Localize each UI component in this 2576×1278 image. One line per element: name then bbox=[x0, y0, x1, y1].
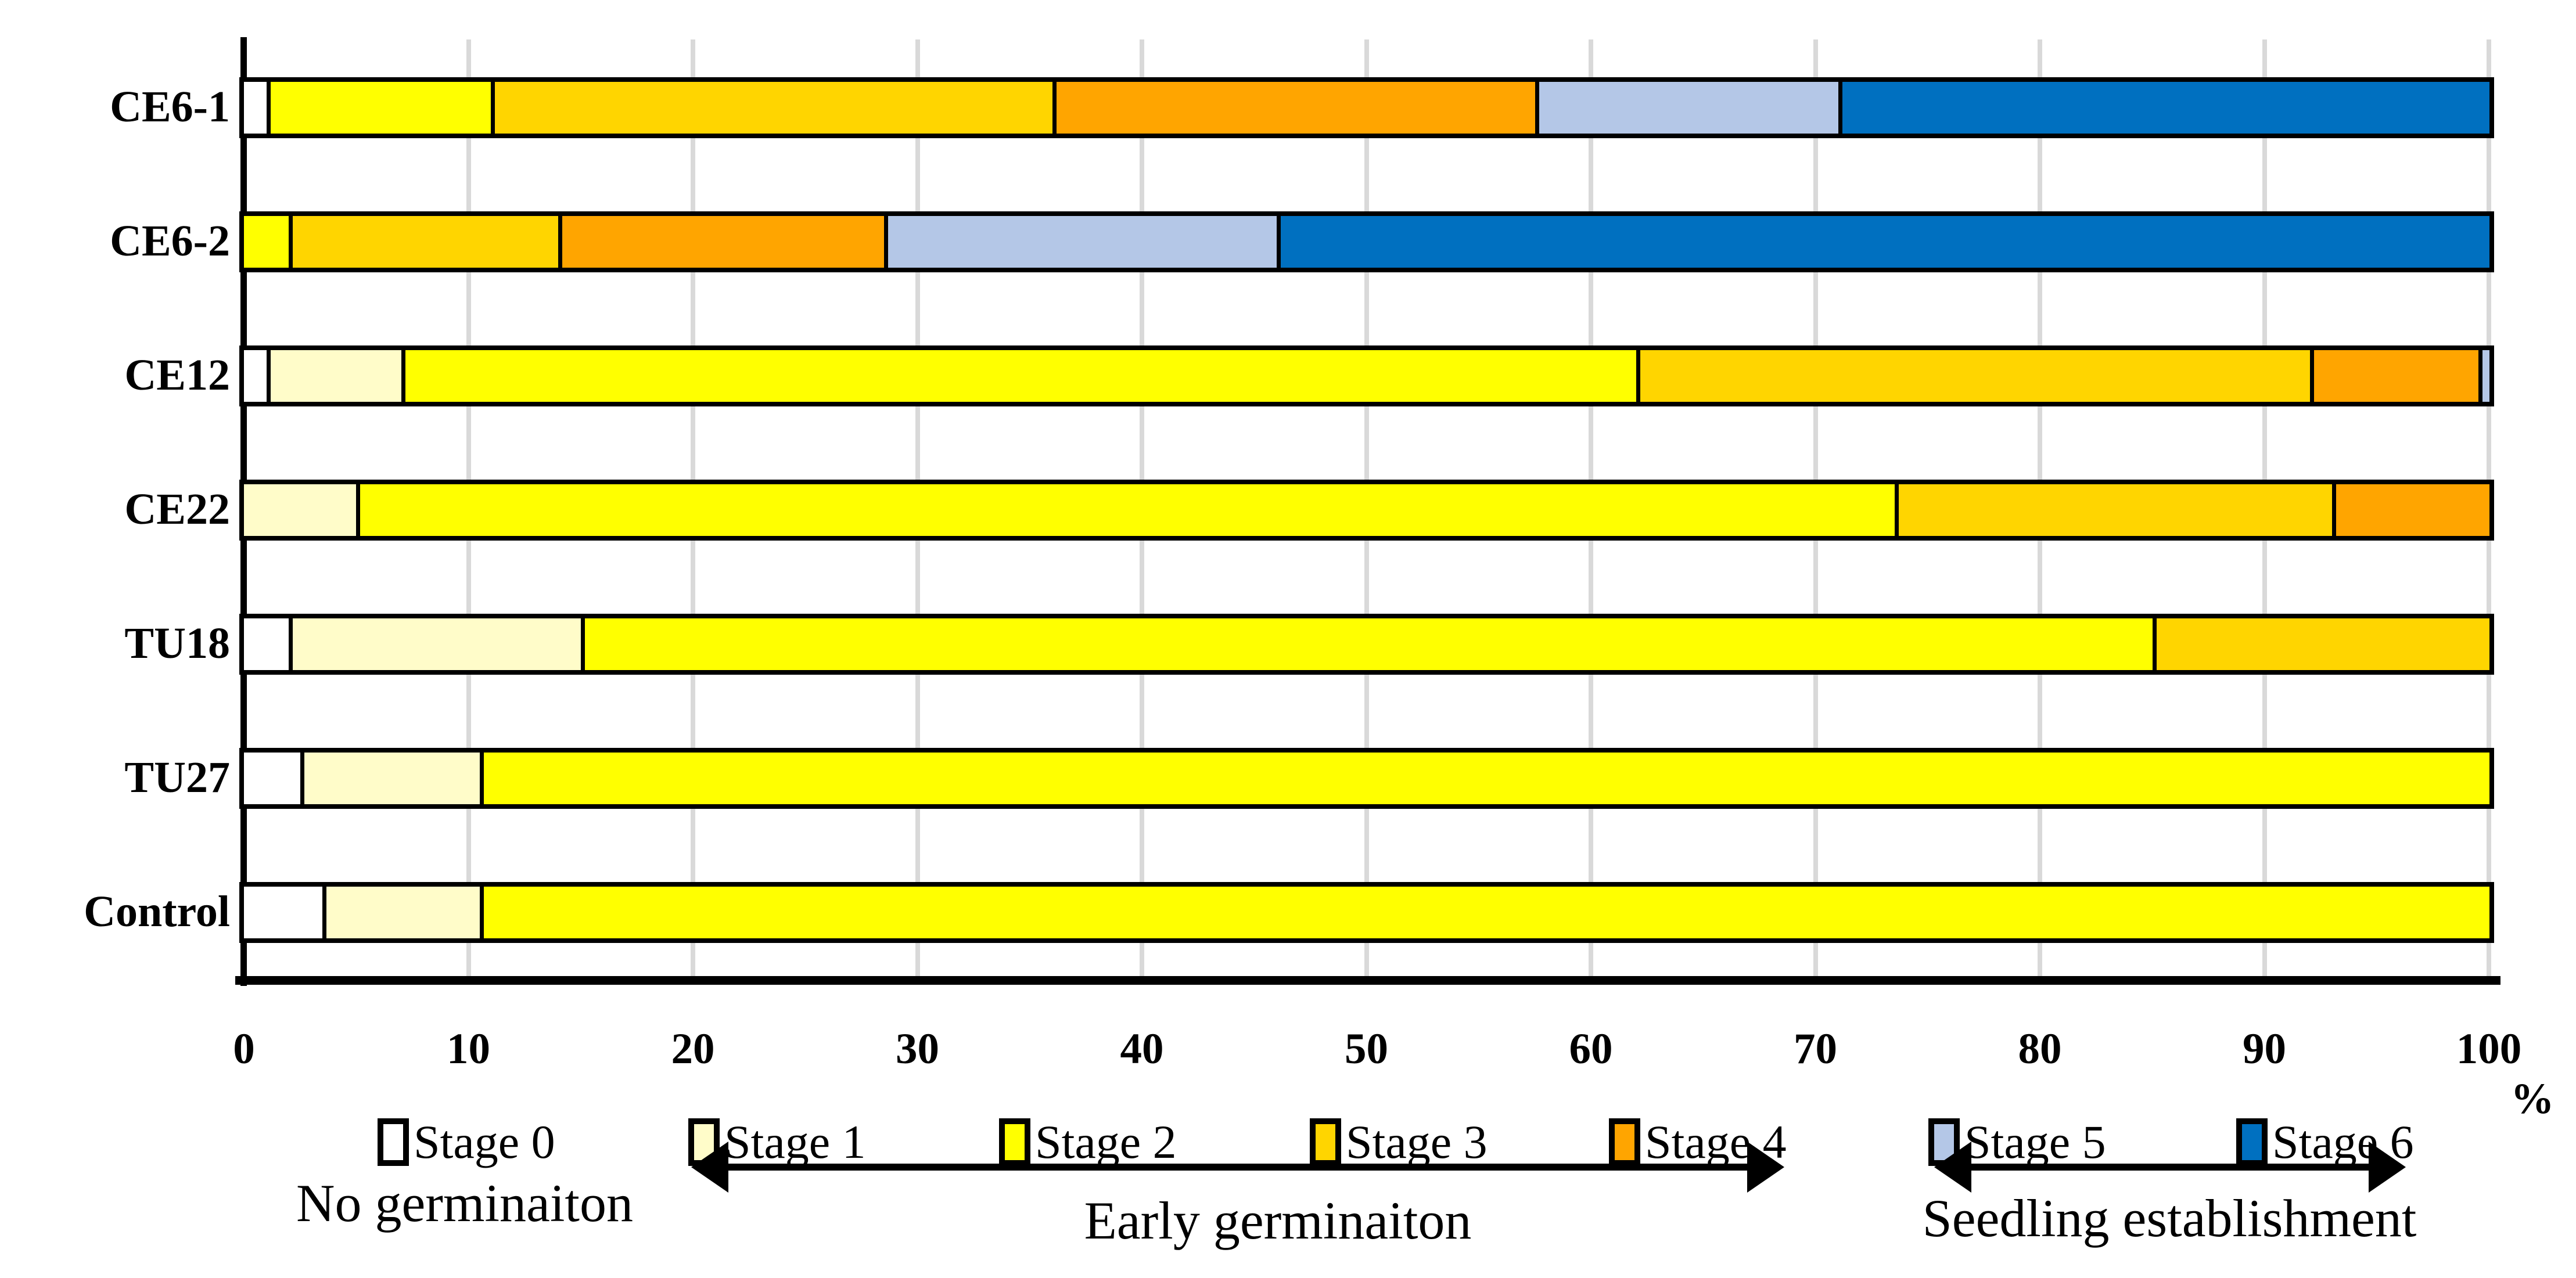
bar-segment bbox=[2478, 350, 2489, 402]
x-tick-label: 10 bbox=[447, 1025, 490, 1073]
bar-segment bbox=[266, 82, 491, 134]
bar-segment bbox=[244, 216, 289, 268]
bar-segment bbox=[244, 484, 357, 536]
bar-segment bbox=[1052, 82, 1535, 134]
x-tick-label: 70 bbox=[1794, 1025, 1837, 1073]
bar-segment bbox=[266, 350, 401, 402]
seedling-establishment-arrow-right-head bbox=[2369, 1142, 2406, 1193]
bar-segment bbox=[1277, 216, 2489, 268]
legend-item: Stage 0 bbox=[378, 1116, 555, 1168]
legend-item: Stage 3 bbox=[1310, 1116, 1488, 1168]
x-tick-label: 60 bbox=[1569, 1025, 1613, 1073]
bar-segment bbox=[1894, 484, 2333, 536]
bar-segment bbox=[479, 887, 2489, 938]
legend-swatch bbox=[378, 1118, 409, 1166]
bar-segment bbox=[580, 618, 2153, 670]
category-label: Control bbox=[84, 887, 230, 936]
bar-segment bbox=[244, 350, 267, 402]
legend-item: Stage 2 bbox=[999, 1116, 1177, 1168]
phase-label-early-germination: Early germinaiton bbox=[1084, 1191, 1472, 1250]
x-tick-label: 20 bbox=[671, 1025, 715, 1073]
x-axis-line bbox=[235, 976, 2500, 985]
x-tick-label: 0 bbox=[233, 1025, 255, 1073]
bar-segment bbox=[558, 216, 884, 268]
bar-row bbox=[239, 480, 2494, 541]
legend-label: Stage 5 bbox=[1964, 1115, 2106, 1168]
bar-segment bbox=[244, 753, 300, 804]
x-tick-label: 100 bbox=[2456, 1025, 2522, 1073]
category-label: TU18 bbox=[124, 619, 230, 668]
bar-segment bbox=[883, 216, 1277, 268]
bar-row bbox=[239, 748, 2494, 809]
bar-row bbox=[239, 211, 2494, 272]
bar-segment bbox=[1535, 82, 1838, 134]
legend-swatch bbox=[1310, 1118, 1341, 1166]
x-tick-label: 30 bbox=[896, 1025, 939, 1073]
bar-segment bbox=[300, 753, 480, 804]
seedling-establishment-arrow-line bbox=[1968, 1164, 2371, 1171]
x-tick-label: 40 bbox=[1120, 1025, 1164, 1073]
early-germination-arrow-left-head bbox=[691, 1142, 728, 1193]
bar-segment bbox=[401, 350, 1636, 402]
category-label: CE6-1 bbox=[110, 82, 230, 131]
bar-segment bbox=[244, 82, 267, 134]
bar-segment bbox=[244, 887, 323, 938]
category-label: CE22 bbox=[124, 485, 230, 534]
bar-segment bbox=[2309, 350, 2478, 402]
legend-swatch bbox=[2236, 1118, 2268, 1166]
seedling-establishment-arrow-left-head bbox=[1934, 1142, 1971, 1193]
early-germination-arrow-line bbox=[725, 1164, 1749, 1171]
bar-segment bbox=[356, 484, 1895, 536]
legend-label: Stage 1 bbox=[724, 1115, 866, 1168]
phase-label-seedling-establishment: Seedling establishment bbox=[1922, 1189, 2417, 1248]
axis-unit-label: % bbox=[2510, 1075, 2555, 1123]
x-tick-label: 90 bbox=[2243, 1025, 2286, 1073]
phase-label-no-germination: No germinaiton bbox=[296, 1173, 633, 1233]
bar-segment bbox=[289, 618, 581, 670]
x-tick-label: 50 bbox=[1345, 1025, 1388, 1073]
category-label: CE12 bbox=[124, 351, 230, 399]
legend-item: Stage 6 bbox=[2236, 1116, 2414, 1168]
legend-label: Stage 0 bbox=[414, 1115, 555, 1168]
bar-segment bbox=[491, 82, 1052, 134]
legend-swatch bbox=[999, 1118, 1030, 1166]
bar-segment bbox=[2332, 484, 2489, 536]
bar-row bbox=[239, 614, 2494, 675]
bar-row bbox=[239, 77, 2494, 138]
bar-row bbox=[239, 345, 2494, 406]
x-tick-label: 80 bbox=[2018, 1025, 2062, 1073]
category-label: TU27 bbox=[124, 753, 230, 802]
legend-label: Stage 2 bbox=[1035, 1115, 1177, 1168]
bar-segment bbox=[2153, 618, 2489, 670]
bar-segment bbox=[322, 887, 480, 938]
bar-segment bbox=[1838, 82, 2489, 134]
early-germination-arrow-right-head bbox=[1747, 1142, 1784, 1193]
bar-segment bbox=[244, 618, 289, 670]
bar-segment bbox=[289, 216, 559, 268]
bar-segment bbox=[1636, 350, 2310, 402]
legend-swatch bbox=[1609, 1118, 1640, 1166]
bar-segment bbox=[479, 753, 2489, 804]
legend-label: Stage 3 bbox=[1346, 1115, 1488, 1168]
bar-row bbox=[239, 882, 2494, 943]
category-label: CE6-2 bbox=[110, 217, 230, 265]
